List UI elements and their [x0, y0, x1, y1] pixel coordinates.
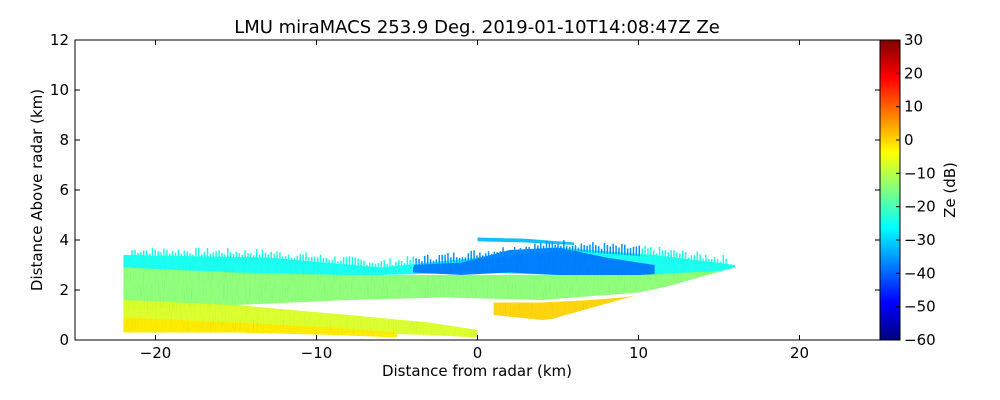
x-tick-label: −20 [140, 344, 172, 362]
x-axis-label: Distance from radar (km) [382, 362, 572, 380]
x-tick-label: 0 [473, 344, 483, 362]
colorbar-tick-label: −20 [904, 198, 936, 216]
y-tick-label: 8 [59, 131, 69, 149]
colorbar-axis: 30 20 10 0 −10 −20 −30 −40 −50 −60 [896, 31, 936, 349]
chart-title: LMU miraMACS 253.9 Deg. 2019-01-10T14:08… [234, 17, 720, 38]
colorbar-tick-label: 30 [904, 31, 923, 49]
colorbar-tick-label: 10 [904, 98, 923, 116]
y-axis: 0 2 4 6 8 10 12 [50, 31, 880, 349]
colorbar-tick-label: −30 [904, 231, 936, 249]
layer-melting-layer [493, 292, 655, 320]
cloud-top-texture [131, 240, 727, 270]
y-tick-label: 0 [59, 331, 69, 349]
colorbar-tick-label: −60 [904, 331, 936, 349]
reflectivity-field [123, 237, 736, 338]
colorbar [879, 39, 901, 341]
y-tick-label: 2 [59, 281, 69, 299]
layer-upper-layer [477, 237, 575, 245]
y-tick-label: 6 [59, 181, 69, 199]
y-axis-label: Distance Above radar (km) [28, 89, 46, 291]
layer-near-ground-strong [123, 317, 398, 338]
x-axis: −20 −10 0 10 20 [140, 40, 809, 362]
x-tick-label: 20 [790, 344, 809, 362]
colorbar-tick-label: −50 [904, 298, 936, 316]
y-tick-label: 10 [50, 81, 69, 99]
y-tick-label: 12 [50, 31, 69, 49]
colorbar-tick-label: 20 [904, 64, 923, 82]
layer-cloud-top-dense [413, 247, 655, 275]
y-tick-label: 4 [59, 231, 69, 249]
colorbar-tick-label: −40 [904, 264, 936, 282]
colorbar-tick-label: −10 [904, 164, 936, 182]
colorbar-tick-label: 0 [904, 131, 914, 149]
layer-mid-cloud [123, 267, 736, 310]
x-tick-label: −10 [301, 344, 333, 362]
colorbar-label: Ze (dB) [941, 162, 959, 218]
x-tick-label: 10 [629, 344, 648, 362]
